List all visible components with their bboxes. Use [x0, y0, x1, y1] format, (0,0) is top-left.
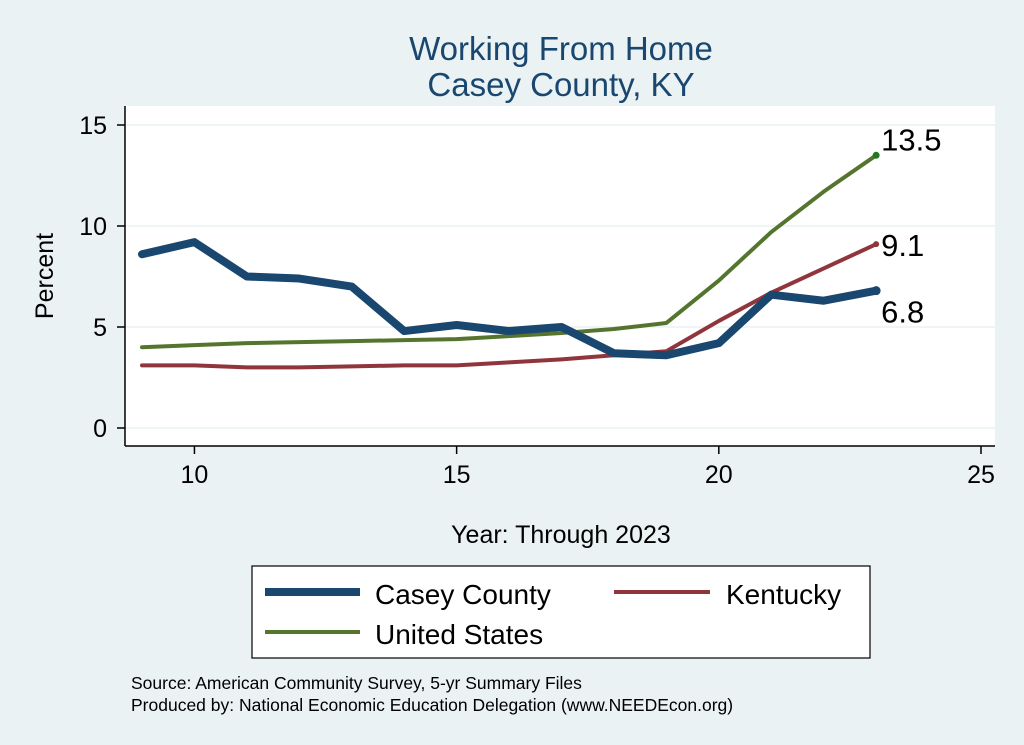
x-ticks: 10 15 20 25: [181, 461, 995, 489]
end-label-united-states: 13.5: [881, 122, 941, 157]
x-tick-label: 25: [967, 461, 995, 489]
x-tick-label: 20: [705, 461, 733, 489]
legend-label-kentucky: Kentucky: [726, 579, 841, 610]
end-label-casey-county: 6.8: [881, 295, 924, 330]
series-line-united-states: [140, 153, 879, 350]
end-point-kentucky: [873, 241, 880, 248]
legend-box: [251, 565, 871, 659]
end-point-united-states: [872, 151, 880, 159]
y-tick-label: 10: [79, 213, 107, 241]
series-line-kentucky: [140, 242, 879, 370]
series-layer: [138, 151, 881, 370]
legend-label-casey-county: Casey County: [375, 579, 551, 610]
tick-marks: [117, 124, 982, 454]
source-note: Source: American Community Survey, 5-yr …: [131, 673, 582, 693]
y-axis-title: Percent: [31, 233, 59, 319]
x-tick-label: 15: [443, 461, 471, 489]
end-label-kentucky: 9.1: [881, 228, 924, 263]
chart-subtitle: Casey County, KY: [427, 66, 694, 103]
produced-by-note: Produced by: National Economic Education…: [131, 695, 733, 715]
y-tick-label: 5: [93, 314, 107, 342]
y-tick-label: 0: [93, 415, 107, 443]
legend-label-united-states: United States: [375, 619, 543, 650]
x-tick-label: 10: [181, 461, 209, 489]
y-tick-label: 15: [79, 112, 107, 140]
y-ticks: 0 5 10 15: [79, 112, 107, 443]
end-point-casey-county: [871, 286, 881, 296]
series-line-casey-county: [138, 238, 881, 360]
chart-title: Working From Home: [409, 30, 713, 67]
x-axis-title: Year: Through 2023: [451, 521, 671, 549]
legend: Casey County Kentucky United States: [251, 565, 871, 659]
